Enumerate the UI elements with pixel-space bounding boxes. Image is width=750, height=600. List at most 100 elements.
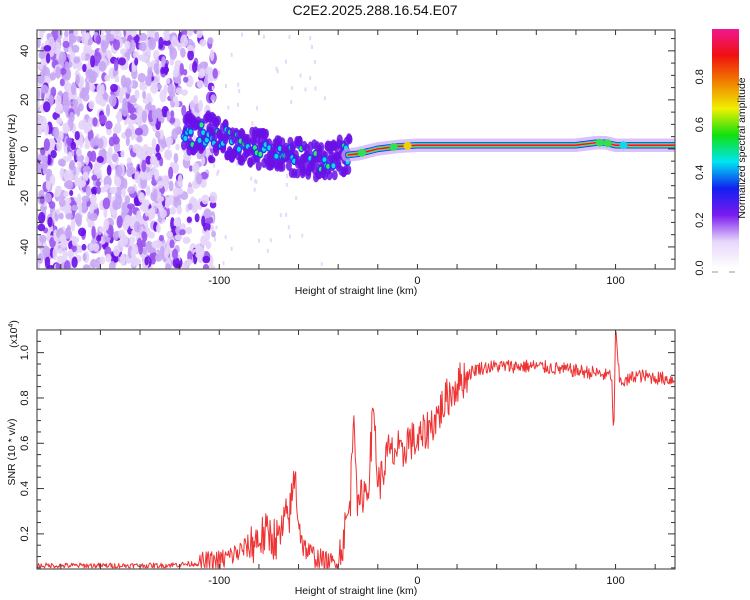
noise-speckle bbox=[96, 235, 102, 242]
noise-speckle bbox=[112, 207, 118, 220]
noise-speckle bbox=[203, 208, 212, 219]
noise-speckle bbox=[172, 68, 179, 78]
noise-speckle bbox=[290, 100, 293, 105]
noise-speckle bbox=[186, 44, 194, 52]
noise-speckle bbox=[89, 212, 98, 222]
snr-axes: -100 0 100 0.2 0.4 0.6 0.8 1.0 bbox=[19, 330, 675, 587]
noise-speckle bbox=[313, 60, 316, 65]
noise-speckle bbox=[148, 231, 155, 239]
noise-speckle bbox=[37, 74, 45, 84]
noise-speckle bbox=[164, 248, 169, 260]
noise-speckle bbox=[133, 221, 141, 233]
noise-speckle bbox=[109, 186, 118, 195]
noise-speckle bbox=[63, 100, 70, 114]
spectrogram-x-tick-label: -100 bbox=[208, 275, 230, 287]
noise-speckle bbox=[82, 252, 87, 262]
snr-y-tick-label: 0.4 bbox=[19, 481, 31, 496]
noise-speckle bbox=[140, 176, 148, 189]
noise-speckle bbox=[138, 32, 148, 42]
noise-speckle bbox=[57, 247, 63, 255]
noise-speckle bbox=[58, 198, 66, 207]
noise-speckle bbox=[224, 235, 227, 240]
noise-speckle bbox=[55, 94, 62, 106]
noise-speckle bbox=[120, 149, 125, 158]
noise-speckle bbox=[186, 30, 194, 37]
noise-speckle bbox=[279, 213, 282, 218]
noise-speckle bbox=[182, 236, 191, 244]
noise-speckle bbox=[173, 152, 179, 164]
ridge-halo bbox=[318, 142, 325, 153]
noise-speckle bbox=[126, 157, 132, 164]
noise-speckle bbox=[154, 253, 163, 262]
noise-speckle bbox=[44, 192, 52, 203]
noise-speckle bbox=[139, 82, 148, 91]
noise-speckle bbox=[168, 166, 174, 180]
noise-speckle bbox=[107, 146, 113, 157]
chart-title: C2E2.2025.288.16.54.E07 bbox=[292, 2, 458, 18]
noise-speckle bbox=[134, 127, 144, 136]
noise-speckle bbox=[142, 90, 147, 99]
noise-speckle bbox=[175, 143, 180, 151]
noise-speckle bbox=[71, 244, 77, 253]
noise-speckle bbox=[116, 215, 123, 229]
noise-speckle bbox=[136, 210, 142, 218]
spectrogram-y-tick-label: -20 bbox=[19, 190, 31, 206]
noise-speckle bbox=[73, 236, 80, 243]
noise-speckle bbox=[211, 230, 217, 238]
noise-speckle bbox=[147, 101, 152, 113]
noise-speckle bbox=[37, 88, 41, 100]
noise-speckle bbox=[155, 143, 160, 153]
noise-speckle bbox=[166, 77, 171, 85]
noise-speckle bbox=[147, 30, 156, 38]
noise-speckle bbox=[165, 263, 171, 269]
ridge-blob-core bbox=[326, 163, 331, 169]
noise-speckle bbox=[101, 40, 107, 53]
noise-speckle bbox=[105, 32, 110, 46]
noise-speckle bbox=[39, 195, 45, 204]
noise-speckle bbox=[166, 231, 173, 238]
noise-speckle bbox=[42, 161, 48, 175]
noise-speckle bbox=[198, 99, 204, 112]
noise-speckle bbox=[75, 166, 80, 176]
noise-speckle bbox=[89, 84, 96, 92]
noise-speckle bbox=[56, 255, 65, 264]
noise-speckle bbox=[77, 227, 87, 237]
noise-speckle bbox=[218, 70, 221, 75]
noise-speckle bbox=[64, 30, 69, 39]
noise-speckle bbox=[65, 197, 72, 205]
noise-speckle bbox=[83, 124, 89, 134]
noise-speckle bbox=[92, 117, 98, 127]
noise-speckle bbox=[201, 194, 210, 205]
noise-speckle bbox=[149, 155, 158, 166]
noise-speckle bbox=[201, 156, 206, 166]
noise-speckle bbox=[56, 117, 63, 125]
snr-frame bbox=[36, 329, 676, 570]
noise-speckle bbox=[103, 218, 110, 231]
noise-speckle bbox=[84, 155, 90, 166]
noise-speckle bbox=[77, 103, 84, 112]
snr-series-line bbox=[37, 331, 675, 569]
noise-speckle bbox=[58, 130, 64, 141]
noise-speckle bbox=[139, 168, 148, 181]
noise-speckle bbox=[199, 39, 207, 47]
ridge-halo bbox=[215, 115, 222, 126]
noise-speckle bbox=[96, 263, 101, 269]
noise-speckle bbox=[195, 173, 203, 185]
ridge-gap-spot bbox=[603, 139, 612, 148]
noise-speckle bbox=[253, 187, 256, 192]
noise-speckle bbox=[142, 143, 149, 152]
noise-speckle bbox=[116, 111, 123, 121]
spectrogram-x-tick-label: 0 bbox=[414, 275, 420, 287]
ridge-halo bbox=[263, 128, 270, 139]
noise-speckle bbox=[74, 130, 80, 141]
noise-speckle bbox=[158, 204, 164, 213]
ridge-halo bbox=[296, 135, 303, 146]
noise-speckle bbox=[124, 195, 131, 205]
noise-speckle bbox=[132, 257, 142, 266]
noise-speckle bbox=[81, 243, 87, 251]
noise-speckle bbox=[71, 256, 78, 268]
noise-speckle bbox=[42, 101, 51, 113]
noise-speckle bbox=[157, 180, 164, 189]
noise-speckle bbox=[114, 75, 120, 83]
noise-speckle bbox=[57, 30, 63, 40]
